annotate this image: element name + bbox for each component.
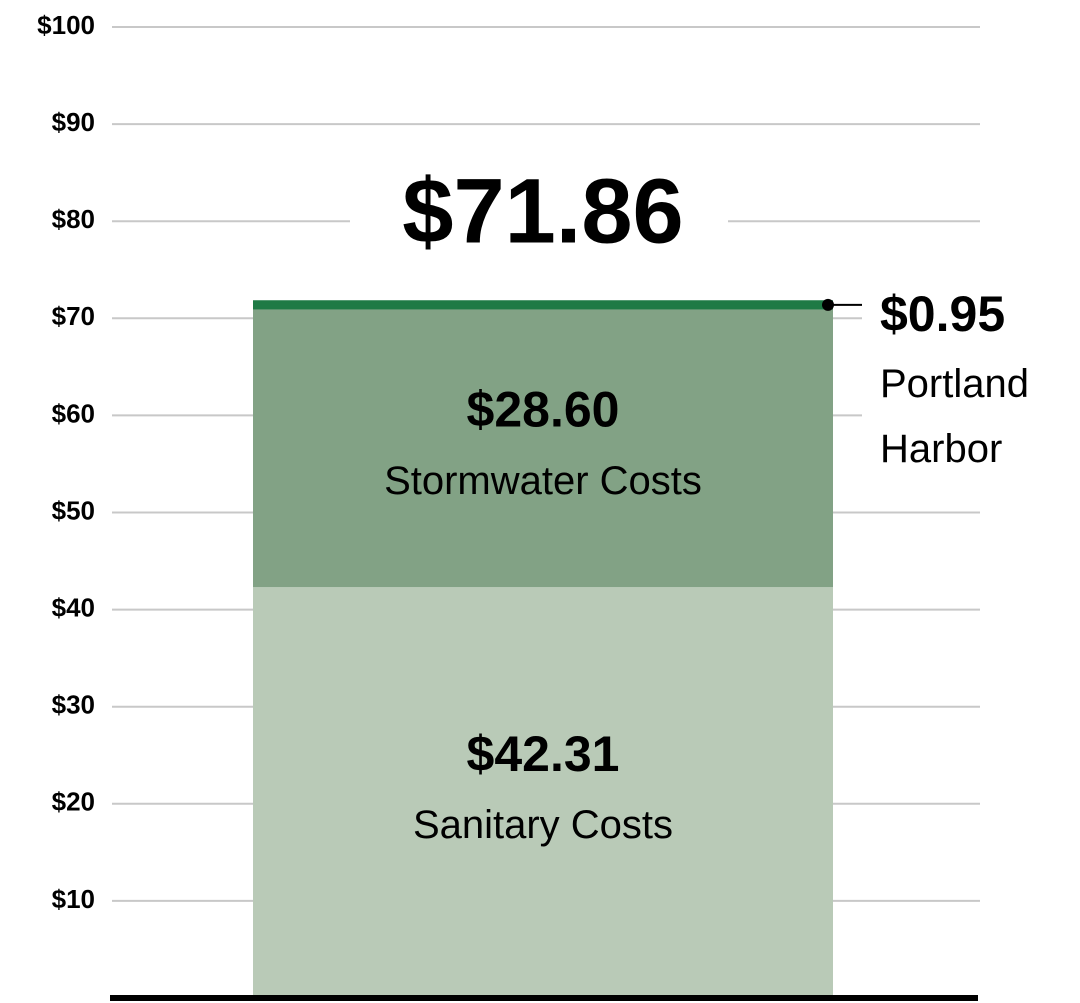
bar-segment bbox=[253, 587, 833, 998]
y-tick-label: $60 bbox=[52, 398, 95, 428]
y-tick-label: $90 bbox=[52, 107, 95, 137]
total-bg bbox=[350, 168, 728, 269]
value-label: $0.95 bbox=[880, 286, 1005, 342]
y-tick-label: $40 bbox=[52, 592, 95, 622]
annotation-bg bbox=[862, 284, 1080, 485]
y-tick-label: $30 bbox=[52, 690, 95, 720]
bar-segment bbox=[253, 309, 833, 588]
y-tick-label: $20 bbox=[52, 787, 95, 817]
value-label: $28.60 bbox=[467, 382, 620, 438]
total-label: $71.86 bbox=[402, 161, 683, 263]
segment-label: Sanitary Costs bbox=[413, 803, 673, 847]
y-tick-label: $70 bbox=[52, 301, 95, 331]
y-tick-label: $100 bbox=[37, 10, 95, 40]
bar-segment bbox=[253, 300, 833, 310]
segment-label: Portland Harbor bbox=[880, 361, 1029, 470]
segment-label: Stormwater Costs bbox=[384, 459, 702, 503]
y-tick-label: $10 bbox=[52, 884, 95, 914]
y-tick-label: $80 bbox=[52, 204, 95, 234]
value-label: $42.31 bbox=[467, 726, 620, 782]
leader-dot bbox=[822, 298, 834, 311]
y-tick-label: $50 bbox=[52, 495, 95, 525]
